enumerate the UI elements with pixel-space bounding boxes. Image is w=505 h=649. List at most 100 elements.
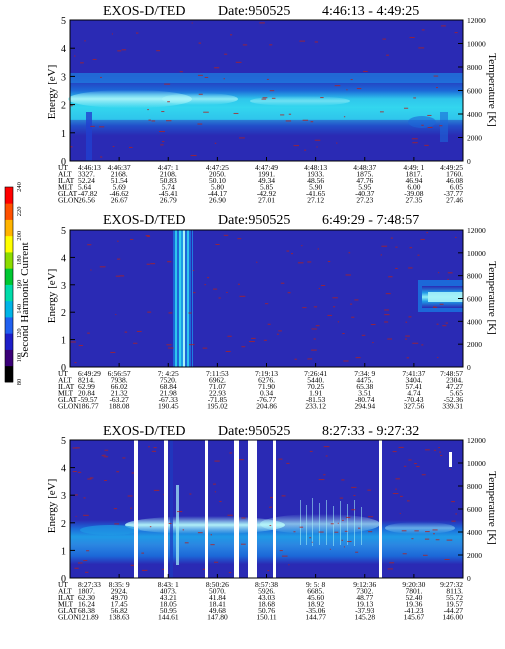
noise-speck xyxy=(70,341,76,343)
noise-speck xyxy=(411,538,414,540)
ephemeris-value: 45.60 xyxy=(307,593,324,602)
noise-speck xyxy=(213,561,219,563)
noise-speck xyxy=(390,237,393,239)
temperature-tick-label: 8000 xyxy=(467,63,482,72)
noise-speck xyxy=(210,544,215,546)
colorbar-segment xyxy=(5,284,13,302)
panel-3-ylabel: Energy [eV] xyxy=(46,479,58,533)
noise-speck xyxy=(192,269,195,271)
noise-speck xyxy=(361,334,366,336)
noise-speck xyxy=(438,447,440,449)
noise-speck xyxy=(342,333,345,335)
noise-speck xyxy=(399,512,401,514)
noise-speck xyxy=(380,254,382,256)
noise-speck xyxy=(299,40,306,42)
panel-3-yticks: 0 1 2 3 4 5 xyxy=(61,436,75,585)
noise-speck xyxy=(100,76,102,78)
noise-speck xyxy=(72,471,77,473)
ephemeris-value: -63.27 xyxy=(109,395,129,404)
ephemeris-row-label: GLON xyxy=(58,402,79,411)
noise-speck xyxy=(317,248,319,250)
ephemeris-value: 68.38 xyxy=(78,606,95,615)
noise-speck xyxy=(84,40,86,42)
noise-speck xyxy=(344,530,348,532)
ephemeris-value: 8:50:26 xyxy=(206,580,229,589)
ephemeris-value: 19.13 xyxy=(356,600,373,609)
noise-speck xyxy=(402,553,407,555)
energy-tick-label: 2 xyxy=(61,101,66,112)
noise-speck xyxy=(421,344,424,346)
noise-speck xyxy=(251,337,256,339)
temperature-tick-label: 0 xyxy=(467,363,471,372)
noise-speck xyxy=(153,489,160,491)
ephemeris-value: 146.00 xyxy=(442,613,463,622)
ephemeris-value: 27.01 xyxy=(258,196,275,205)
ephemeris-value: 9:12:36 xyxy=(353,580,376,589)
ephemeris-value: 1807. xyxy=(78,587,95,596)
noise-speck xyxy=(266,78,269,80)
panel-3-title-text: EXOS-D/TED xyxy=(103,424,185,439)
noise-speck xyxy=(288,113,292,115)
ephemeris-value: 5.65 xyxy=(450,389,463,398)
noise-speck xyxy=(92,58,97,60)
noise-speck xyxy=(368,531,373,533)
noise-speck xyxy=(223,78,225,80)
panel-2-title: EXOS-D/TED Date:950525 6:49:29 - 7:48:57 xyxy=(103,213,419,228)
noise-speck xyxy=(229,452,232,454)
noise-speck xyxy=(226,291,228,293)
noise-speck xyxy=(156,50,161,52)
noise-speck xyxy=(141,552,145,554)
noise-speck xyxy=(400,495,403,497)
noise-speck xyxy=(281,495,286,497)
ephemeris-row-label: MLT xyxy=(58,183,74,192)
noise-speck xyxy=(224,53,228,55)
noise-speck xyxy=(207,277,210,279)
noise-speck xyxy=(432,529,438,531)
noise-speck xyxy=(269,506,273,508)
ephemeris-value: 20.84 xyxy=(78,389,95,398)
noise-speck xyxy=(315,325,320,327)
colorbar-segment xyxy=(5,349,13,367)
colorbar-tick-label: 160 xyxy=(16,280,23,290)
noise-speck xyxy=(150,263,156,265)
ephemeris-row-label: ILAT xyxy=(58,176,75,185)
noise-speck xyxy=(395,488,397,490)
noise-speck xyxy=(291,253,294,255)
noise-speck xyxy=(271,97,276,99)
noise-speck xyxy=(145,235,150,237)
panel-1-spectrogram xyxy=(68,20,463,161)
noise-speck xyxy=(182,529,185,531)
noise-speck xyxy=(314,139,321,141)
colorbar-segment xyxy=(5,268,13,285)
noise-speck xyxy=(409,36,415,38)
ephemeris-value: 56.82 xyxy=(111,606,128,615)
ephemeris-value: 9:20:30 xyxy=(402,580,425,589)
noise-speck xyxy=(323,446,330,448)
ephemeris-value: 22.93 xyxy=(209,389,226,398)
noise-speck xyxy=(318,288,320,290)
noise-speck xyxy=(392,451,397,453)
ephemeris-value: -76.77 xyxy=(257,395,277,404)
ephemeris-value: 4073. xyxy=(160,587,177,596)
noise-speck xyxy=(439,451,441,453)
ephemeris-value: 27.12 xyxy=(307,196,324,205)
ephemeris-value: 47.76 xyxy=(356,176,373,185)
temperature-tick-label: 6000 xyxy=(467,87,482,96)
ephemeris-row-label: GLAT xyxy=(58,189,78,198)
ephemeris-value: 5440. xyxy=(307,376,324,385)
noise-speck xyxy=(261,98,267,100)
noise-speck xyxy=(435,539,440,541)
noise-speck xyxy=(103,456,109,458)
noise-speck xyxy=(286,462,290,464)
ephemeris-value: 52.24 xyxy=(78,176,95,185)
energy-tick-label: 4 xyxy=(61,253,66,264)
ephemeris-value: 6:56:57 xyxy=(108,369,131,378)
noise-speck xyxy=(104,449,109,451)
noise-speck xyxy=(440,454,443,456)
noise-speck xyxy=(288,564,290,566)
noise-speck xyxy=(332,297,338,299)
noise-speck xyxy=(127,495,133,497)
noise-speck xyxy=(341,539,343,541)
ephemeris-value: 1817. xyxy=(405,170,422,179)
noise-speck xyxy=(304,149,307,151)
